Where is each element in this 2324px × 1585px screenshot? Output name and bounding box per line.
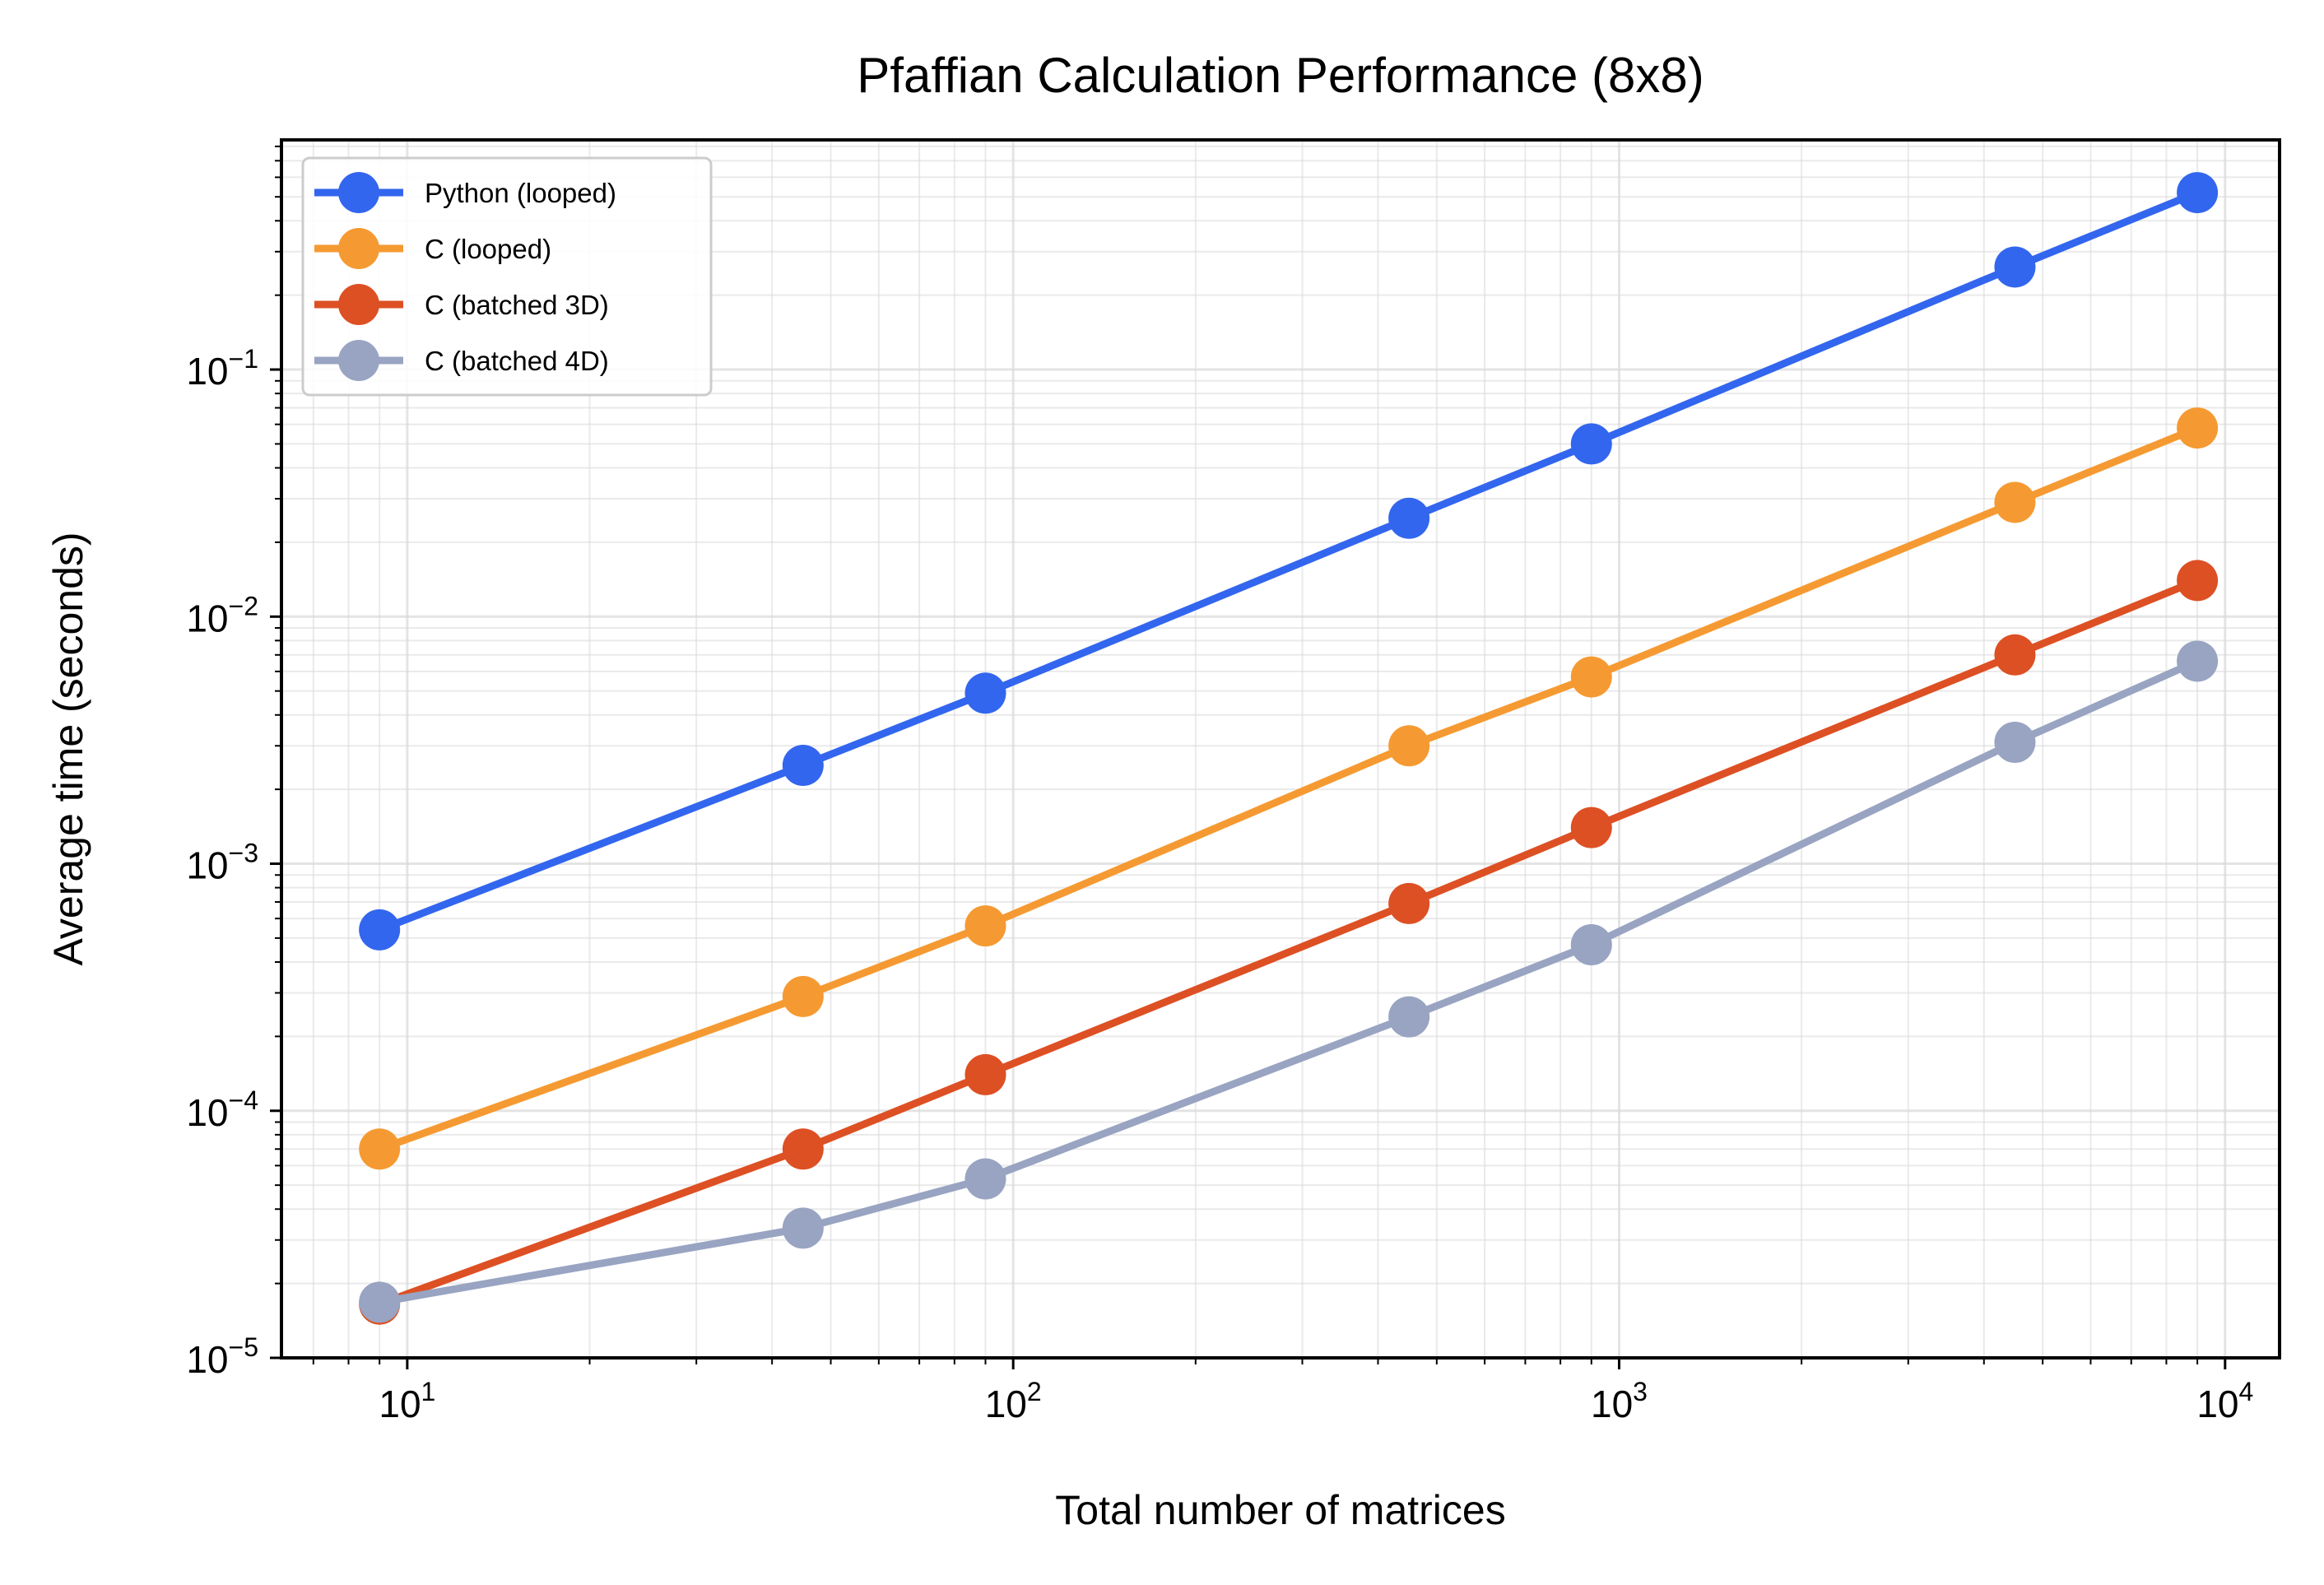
data-point xyxy=(2177,640,2219,682)
x-tick-label: 101 xyxy=(379,1377,435,1425)
legend-item: C (looped) xyxy=(314,228,551,269)
data-point xyxy=(1994,246,2036,288)
legend-label: C (batched 4D) xyxy=(425,346,609,376)
data-point xyxy=(1570,656,1612,698)
legend-marker xyxy=(338,228,379,269)
series-2 xyxy=(359,407,2219,1170)
data-point xyxy=(1994,634,2036,676)
data-point xyxy=(1994,721,2036,763)
x-axis-label: Total number of matrices xyxy=(1055,1487,1505,1533)
y-tick-label: 10−5 xyxy=(186,1332,258,1381)
data-point xyxy=(1388,996,1430,1038)
chart-title: Pfaffian Calculation Performance (8x8) xyxy=(857,48,1703,103)
data-point xyxy=(1570,423,1612,465)
legend: Python (looped) C (looped) C (batched 3D) C… xyxy=(301,156,713,397)
data-point xyxy=(359,1281,401,1323)
y-tick-label: 10−3 xyxy=(186,839,258,887)
data-point xyxy=(964,1158,1006,1200)
data-point xyxy=(2177,172,2219,214)
legend-label: C (looped) xyxy=(425,234,551,264)
data-point xyxy=(964,905,1006,947)
legend-box xyxy=(301,156,713,397)
data-point xyxy=(782,1128,824,1170)
data-point xyxy=(1994,481,2036,523)
data-point xyxy=(1388,497,1430,539)
legend-marker xyxy=(338,172,379,213)
data-point xyxy=(1570,806,1612,848)
y-axis-label: Average time (seconds) xyxy=(45,532,91,965)
legend-item: Python (looped) xyxy=(314,172,616,213)
legend-item: C (batched 3D) xyxy=(314,284,609,325)
y-tick-label: 10−1 xyxy=(186,344,258,393)
data-point xyxy=(2177,407,2219,449)
data-point xyxy=(1570,923,1612,965)
series-4 xyxy=(359,640,2219,1323)
data-point xyxy=(782,975,824,1017)
series-group xyxy=(359,172,2219,1325)
legend-item: C (batched 4D) xyxy=(314,340,609,381)
data-point xyxy=(359,909,401,951)
axis-ticks: 101 102 103 104 10−5 10−4 10−3 10−2 10−1 xyxy=(186,145,2253,1425)
legend-label: Python (looped) xyxy=(425,178,616,208)
data-point xyxy=(1388,725,1430,767)
x-tick-label: 102 xyxy=(985,1377,1042,1425)
legend-label: C (batched 3D) xyxy=(425,290,609,320)
data-point xyxy=(964,1053,1006,1095)
legend-marker xyxy=(338,284,379,325)
x-tick-label: 104 xyxy=(2196,1377,2253,1425)
legend-marker xyxy=(338,340,379,381)
y-tick-label: 10−4 xyxy=(186,1085,258,1134)
x-tick-label: 103 xyxy=(1591,1377,1648,1425)
data-point xyxy=(964,672,1006,714)
plot-frame xyxy=(280,138,2281,1360)
data-point xyxy=(2177,560,2219,602)
y-tick-label: 10−2 xyxy=(186,591,258,639)
series-1 xyxy=(359,172,2219,951)
data-point xyxy=(1388,882,1430,924)
data-point xyxy=(782,745,824,787)
data-point xyxy=(782,1207,824,1249)
data-point xyxy=(359,1128,401,1170)
